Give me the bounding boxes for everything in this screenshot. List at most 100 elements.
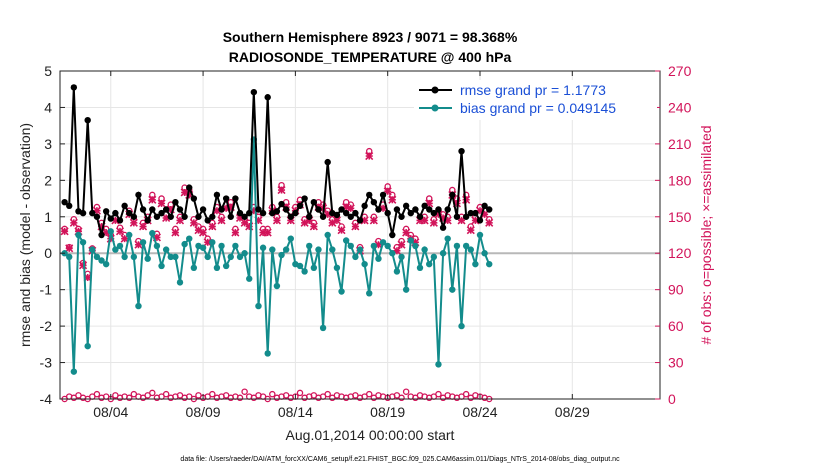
bias-point: [181, 240, 188, 248]
obs-assimilated-point: [263, 228, 272, 237]
rmse-point: [458, 147, 465, 155]
x-tick-label: 08/14: [278, 404, 313, 420]
rmse-point: [218, 206, 225, 213]
obs-assimilated-point: [139, 222, 148, 231]
rmse-point: [162, 206, 170, 213]
x-tick-label: 08/19: [370, 404, 405, 420]
rmse-point: [398, 213, 405, 220]
bias-point: [426, 260, 433, 268]
y-tick-label: 2: [44, 172, 52, 188]
x-tick-label: 08/09: [186, 404, 221, 420]
rmse-point: [315, 206, 322, 213]
bias-point: [486, 260, 493, 268]
bias-point: [98, 257, 105, 264]
rmse-point: [84, 117, 91, 124]
rmse-point: [213, 191, 221, 199]
rmse-point: [435, 206, 442, 213]
obs-assimilated-point: [309, 222, 318, 231]
bias-point: [130, 253, 138, 261]
bias-point: [144, 255, 151, 262]
obs-assimilated-point: [203, 238, 212, 247]
chart-subtitle: RADIOSONDE_TEMPERATURE @ 400 hPa: [229, 49, 512, 65]
bias-point: [158, 262, 165, 270]
bias-point: [149, 229, 156, 237]
obs-assimilated-point: [485, 218, 494, 227]
bias-point: [227, 253, 234, 261]
rmse-point: [273, 208, 281, 215]
rmse-point: [338, 206, 345, 213]
bias-point: [255, 302, 262, 310]
rmse-point: [121, 202, 128, 210]
obs-assimilated-point: [65, 244, 74, 253]
rmse-point: [181, 213, 188, 220]
bias-point: [458, 322, 465, 330]
bias-point: [199, 244, 207, 251]
rmse-point: [250, 88, 258, 96]
rmse-point: [264, 94, 271, 101]
bias-point: [301, 268, 308, 275]
rmse-point: [89, 209, 96, 217]
bias-point: [222, 262, 230, 270]
y-right-tick-label: 150: [668, 209, 692, 225]
rmse-point: [342, 209, 350, 217]
bias-point: [347, 242, 354, 250]
bias-point: [402, 286, 410, 293]
bias-point: [153, 242, 161, 250]
chart-title: Southern Hemisphere 8923 / 9071 = 98.368…: [223, 29, 518, 45]
rmse-point: [407, 209, 414, 217]
rmse-point: [222, 195, 230, 202]
bias-point: [324, 231, 331, 239]
bias-point: [209, 239, 216, 246]
bias-point: [467, 246, 474, 253]
obs-assimilated-point: [217, 216, 226, 225]
rmse-point: [421, 202, 428, 210]
bias-point: [190, 264, 198, 271]
obs-assimilated-point: [69, 218, 78, 227]
obs-assimilated-point: [208, 222, 217, 231]
rmse-point: [227, 213, 234, 220]
rmse-point: [149, 206, 156, 213]
obs-possible-point: [125, 394, 133, 402]
rmse-point: [444, 206, 451, 213]
bias-point: [79, 239, 87, 246]
bias-point: [384, 242, 391, 250]
bias-point: [135, 302, 142, 310]
obs-assimilated-point: [402, 228, 411, 237]
bias-point: [435, 361, 442, 368]
obs-assimilated-point: [231, 228, 240, 237]
obs-possible-point: [402, 388, 410, 395]
rmse-point: [135, 191, 142, 199]
rmse-point: [352, 209, 359, 217]
data-file-footer: data file: /Users/raeder/DAI/ATM_forcXX/…: [180, 456, 620, 463]
rmse-point: [282, 206, 290, 213]
y-tick-label: -4: [40, 391, 53, 407]
rmse-point: [176, 206, 184, 213]
bias-point: [176, 279, 184, 286]
rmse-point: [116, 217, 124, 224]
obs-assimilated-point: [425, 199, 434, 208]
rmse-point: [384, 209, 391, 217]
y-tick-label: 1: [44, 209, 52, 225]
legend: rmse grand pr = 1.1773 bias grand pr = 0.…: [419, 82, 616, 116]
bias-point: [398, 253, 405, 261]
bias-point: [121, 253, 128, 261]
rmse-point: [167, 213, 174, 220]
bias-point: [278, 251, 285, 259]
obs-assimilated-point: [392, 246, 401, 255]
bias-point: [204, 253, 211, 261]
rmse-point: [107, 215, 114, 222]
bias-point: [421, 246, 428, 253]
rmse-point: [102, 208, 110, 215]
obs-assimilated-point: [365, 151, 374, 161]
y-tick-label: 0: [44, 245, 52, 261]
obs-possible-point: [462, 390, 470, 398]
obs-possible-point: [209, 390, 216, 398]
obs-assimilated-point: [115, 227, 125, 236]
obs-possible-point: [149, 389, 156, 397]
obs-assimilated-point: [337, 226, 346, 235]
obs-assimilated-point: [429, 218, 438, 227]
bias-point: [287, 235, 294, 242]
bias-point: [273, 282, 281, 290]
y-axis-label: rmse and bias (model - observation): [17, 123, 33, 347]
rmse-point: [370, 199, 378, 206]
